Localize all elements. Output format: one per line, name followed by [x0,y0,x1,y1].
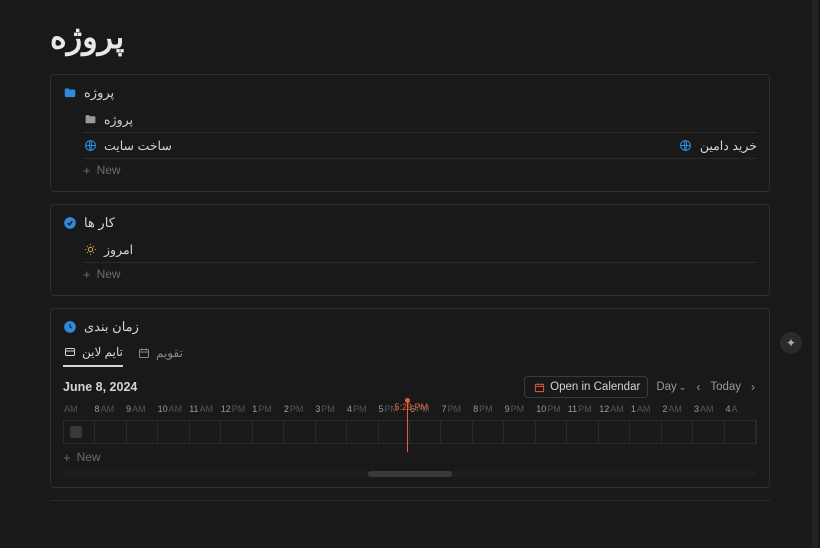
timeline-icon [63,345,77,359]
calendar-icon [532,380,546,394]
task-row[interactable]: امروز [83,237,757,263]
globe-icon [679,139,693,153]
hour-ruler: AM8AM9AM10AM11AM12PM1PM2PM3PM4PM5PM6PM7P… [63,404,757,418]
grid-cell[interactable] [347,421,378,443]
grid-cell[interactable] [473,421,504,443]
scrollbar-thumb[interactable] [368,471,451,477]
hour-label: 12AM [599,404,631,418]
hour-label: 11AM [189,404,221,418]
open-calendar-label: Open in Calendar [550,381,640,393]
tab-label: تقویم [156,346,183,360]
hour-label: 4A [725,404,757,418]
hour-label: 8AM [95,404,127,418]
hour-label: 12PM [221,404,253,418]
chevron-down-icon: ⌄ [679,382,687,393]
folder-icon [63,86,77,100]
view-selector[interactable]: Day ⌄ [656,381,686,393]
timeline-card: زمان بندی تایم لاین تقویم June 8, [50,308,770,488]
grid-cell[interactable] [316,421,347,443]
next-button[interactable]: › [749,380,757,394]
new-task-button[interactable]: + New [83,263,757,285]
grid-cell[interactable] [662,421,693,443]
clock-icon [63,320,77,334]
grid-cell[interactable] [158,421,189,443]
new-event-button[interactable]: + New [63,446,757,468]
hour-label: 4PM [347,404,379,418]
new-label: New [77,450,101,464]
page-title: پروژه [50,18,770,56]
tab-calendar[interactable]: تقویم [137,342,183,366]
hour-label: 7PM [442,404,474,418]
grid-cell[interactable] [127,421,158,443]
grid-cell[interactable] [410,421,441,443]
grid-cell[interactable] [95,421,126,443]
plus-icon: + [83,164,91,177]
hour-label: 1AM [631,404,663,418]
grid-cell[interactable] [284,421,315,443]
sparkle-icon: ✦ [786,336,796,350]
hour-label: 3AM [694,404,726,418]
sun-icon [83,243,97,257]
grid-cell[interactable] [725,421,756,443]
globe-icon [83,139,97,153]
plus-icon: + [63,451,71,464]
right-scrollbar[interactable] [812,0,818,548]
tasks-card-title: کار ها [84,215,115,231]
prev-button[interactable]: ‹ [694,380,702,394]
today-button[interactable]: Today [710,381,741,393]
calendar-icon [137,346,151,360]
grid-cell[interactable] [536,421,567,443]
tab-timeline[interactable]: تایم لاین [63,341,123,367]
new-label: New [97,267,121,281]
open-in-calendar-button[interactable]: Open in Calendar [524,376,648,398]
grid-cell[interactable] [441,421,472,443]
project-row[interactable]: پروژه [83,107,757,133]
check-circle-icon [63,216,77,230]
hour-label: AM [63,404,95,418]
task-row-label: امروز [104,242,133,257]
timeline-card-title: زمان بندی [84,319,139,335]
hour-label: 11PM [568,404,600,418]
divider [50,500,770,501]
hour-label: 2AM [662,404,694,418]
tab-label: تایم لاین [82,345,123,359]
projects-card-title: پروژه [84,85,114,101]
grid-cell[interactable] [567,421,598,443]
grid-cell[interactable] [190,421,221,443]
tasks-card: کار ها امروز + New [50,204,770,296]
project-row[interactable]: ساخت سایت خرید دامین [83,133,757,159]
grid-cell[interactable] [599,421,630,443]
hour-label: 8PM [473,404,505,418]
view-tabs: تایم لاین تقویم [63,341,757,368]
hour-label: 10PM [536,404,568,418]
plus-icon: + [83,268,91,281]
hour-label: 9AM [126,404,158,418]
new-project-button[interactable]: + New [83,159,757,181]
untitled-event[interactable] [70,426,82,438]
timeline-grid[interactable] [63,420,757,444]
timeline-scrollbar[interactable] [63,471,757,477]
project-row-label: ساخت سایت [104,138,172,153]
ai-fab-button[interactable]: ✦ [780,332,802,354]
hour-label: 10AM [158,404,190,418]
grid-cell[interactable] [504,421,535,443]
project-row-label-right: خرید دامین [700,138,757,153]
grid-cell[interactable] [630,421,661,443]
project-row-label: پروژه [104,112,133,127]
hour-label: 3PM [315,404,347,418]
hour-label: 2PM [284,404,316,418]
hour-label: 1PM [252,404,284,418]
view-label: Day [656,381,676,393]
folder-icon [83,113,97,127]
today-label: Today [710,381,741,393]
grid-cell[interactable] [693,421,724,443]
timeline-date: June 8, 2024 [63,380,137,394]
hour-label: 9PM [505,404,537,418]
grid-cell[interactable] [253,421,284,443]
grid-cell[interactable] [379,421,410,443]
new-label: New [97,163,121,177]
grid-cell[interactable] [221,421,252,443]
projects-card: پروژه پروژه ساخت سایت [50,74,770,192]
